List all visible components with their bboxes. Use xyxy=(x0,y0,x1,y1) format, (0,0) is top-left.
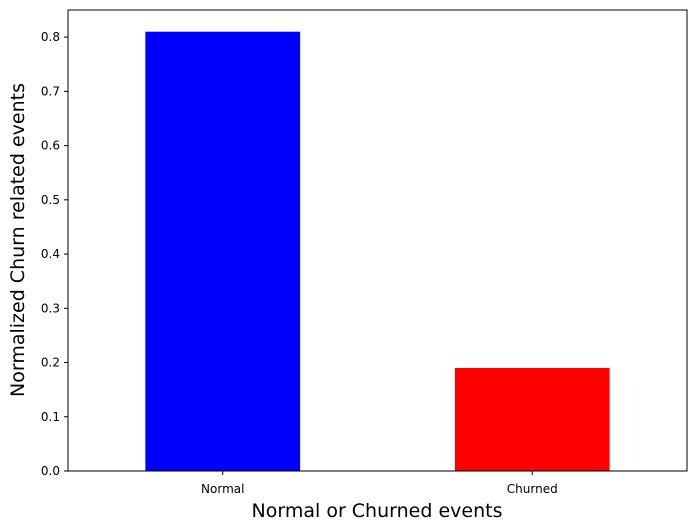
y-tick-label: 0.3 xyxy=(41,301,60,315)
y-tick-label: 0.1 xyxy=(41,410,60,424)
y-tick-label: 0.0 xyxy=(41,464,60,478)
plot-frame xyxy=(67,9,688,472)
bar-normal xyxy=(145,31,301,471)
y-tick-label: 0.6 xyxy=(41,139,60,153)
y-tick-label: 0.4 xyxy=(41,247,60,261)
y-tick-label: 0.5 xyxy=(41,193,60,207)
y-axis-label: Normalized Churn related events xyxy=(7,83,29,397)
bars-group xyxy=(145,31,610,471)
y-axis: 0.0 0.1 0.2 0.3 0.4 0.5 0.6 0.7 0.8 xyxy=(41,30,68,478)
y-tick-label: 0.7 xyxy=(41,84,60,98)
bar-churned xyxy=(454,367,610,471)
y-tick-label: 0.2 xyxy=(41,356,60,370)
x-axis: Normal Churned xyxy=(201,471,558,496)
x-tick-label-normal: Normal xyxy=(201,482,244,496)
y-tick-label: 0.8 xyxy=(41,30,60,44)
x-tick-label-churned: Churned xyxy=(507,482,558,496)
x-axis-label: Normal or Churned events xyxy=(252,500,503,522)
